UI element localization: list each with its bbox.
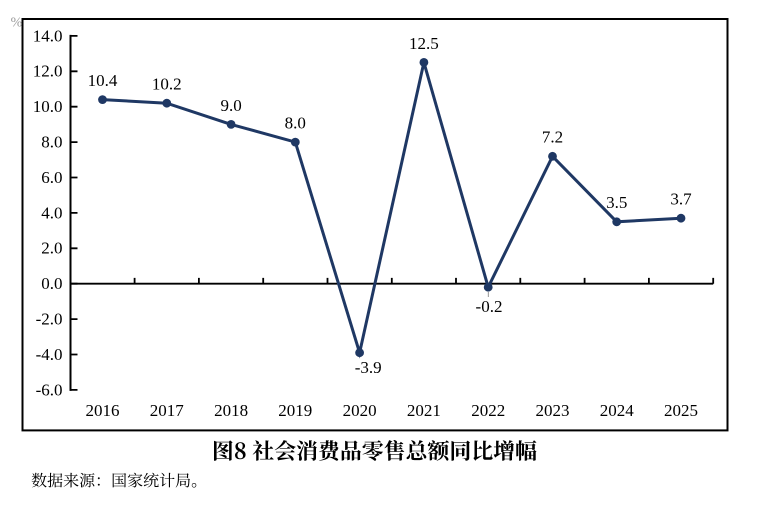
svg-text:10.0: 10.0 <box>33 97 63 116</box>
svg-text:2.0: 2.0 <box>41 239 62 258</box>
svg-text:0.0: 0.0 <box>41 274 62 293</box>
svg-text:10.4: 10.4 <box>88 71 118 90</box>
svg-text:12.0: 12.0 <box>33 62 63 81</box>
svg-text:2018: 2018 <box>214 401 248 420</box>
svg-text:-4.0: -4.0 <box>36 345 63 364</box>
svg-text:-3.9: -3.9 <box>355 358 382 377</box>
svg-text:14.0: 14.0 <box>33 26 63 45</box>
svg-text:9.0: 9.0 <box>220 96 241 115</box>
svg-text:2019: 2019 <box>278 401 312 420</box>
svg-text:4.0: 4.0 <box>41 203 62 222</box>
svg-text:8.0: 8.0 <box>285 114 306 133</box>
svg-text:2025: 2025 <box>664 401 698 420</box>
svg-text:2020: 2020 <box>343 401 377 420</box>
svg-text:2022: 2022 <box>471 401 505 420</box>
svg-text:2024: 2024 <box>600 401 635 420</box>
svg-text:6.0: 6.0 <box>41 168 62 187</box>
svg-text:-2.0: -2.0 <box>36 310 63 329</box>
svg-text:12.5: 12.5 <box>409 34 439 53</box>
svg-text:3.7: 3.7 <box>670 190 692 209</box>
svg-text:2021: 2021 <box>407 401 441 420</box>
svg-text:-0.2: -0.2 <box>476 297 503 316</box>
svg-text:8.0: 8.0 <box>41 133 62 152</box>
svg-text:10.2: 10.2 <box>152 75 182 94</box>
svg-text:3.5: 3.5 <box>606 193 627 212</box>
svg-text:7.2: 7.2 <box>542 128 563 147</box>
svg-text:2017: 2017 <box>150 401 185 420</box>
svg-text:%: % <box>11 16 23 31</box>
svg-text:2016: 2016 <box>86 401 120 420</box>
svg-text:2023: 2023 <box>536 401 570 420</box>
svg-text:-6.0: -6.0 <box>36 380 63 399</box>
